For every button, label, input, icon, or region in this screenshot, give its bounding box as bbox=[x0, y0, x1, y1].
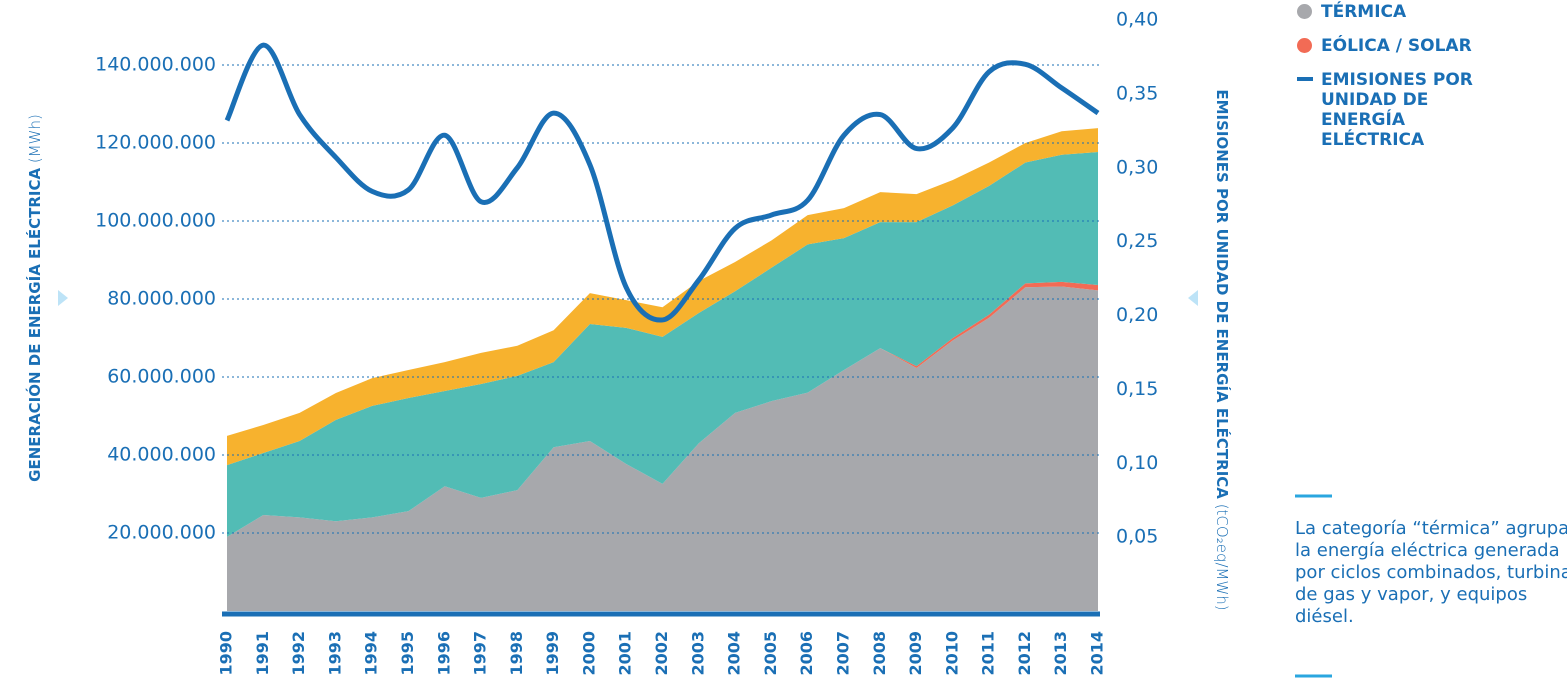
x-tick-label: 2014 bbox=[1088, 631, 1107, 676]
x-tick-label: 2011 bbox=[979, 631, 998, 676]
x-tick-label: 2009 bbox=[906, 631, 925, 676]
area bbox=[227, 128, 1098, 466]
x-tick-label: 2007 bbox=[833, 631, 852, 676]
x-tick-label: 1990 bbox=[217, 631, 236, 676]
x-tick-label: 2012 bbox=[1015, 631, 1034, 676]
x-tick-label: 2013 bbox=[1051, 631, 1070, 676]
x-tick-label: 1998 bbox=[507, 631, 526, 676]
y-tick-label: 120.000.000 bbox=[95, 132, 216, 154]
y2-tick-label: 0,10 bbox=[1116, 452, 1158, 474]
x-tick-label: 1999 bbox=[543, 631, 562, 676]
y-tick-label: 80.000.000 bbox=[107, 288, 216, 310]
legend: TÉRMICA EÓLICA / SOLAR EMISIONES POR UNIDA… bbox=[1297, 2, 1497, 164]
y2-tick-label: 0,40 bbox=[1116, 9, 1158, 31]
area bbox=[227, 151, 1098, 537]
x-tick-label: 1994 bbox=[362, 631, 381, 676]
y2-tick-label: 0,15 bbox=[1116, 378, 1158, 400]
x-tick-label: 1991 bbox=[253, 631, 272, 676]
line bbox=[224, 42, 1100, 323]
x-tick-label: 2008 bbox=[870, 631, 889, 676]
y2-tick-label: 0,35 bbox=[1116, 82, 1158, 104]
legend-swatch bbox=[1297, 4, 1312, 19]
y2-tick-label: 0,25 bbox=[1116, 230, 1158, 252]
x-tick-label: 1997 bbox=[471, 631, 490, 676]
y-unit: (MWh) bbox=[26, 114, 44, 163]
note: La categoría “térmica” agrupa la energía… bbox=[1295, 518, 1567, 627]
x-tick-label: 2001 bbox=[616, 631, 635, 676]
legend-swatch bbox=[1297, 38, 1312, 53]
legend-item: TÉRMICA bbox=[1297, 2, 1497, 22]
x-tick-label: 2005 bbox=[761, 631, 780, 676]
arrow bbox=[58, 290, 68, 306]
legend-label: TÉRMICA bbox=[1321, 2, 1407, 22]
arrow bbox=[1188, 290, 1198, 306]
x-tick-label: 1992 bbox=[289, 631, 308, 676]
y-axis-title: GENERACIÓN DE ENERGÍA ELÉCTRICA (MWh) bbox=[25, 114, 44, 482]
y-tick-label: 20.000.000 bbox=[107, 522, 216, 544]
x-tick-label: 2003 bbox=[688, 631, 707, 676]
y-tick-label: 60.000.000 bbox=[107, 366, 216, 388]
y2-axis-title: EMISIONES POR UNIDAD DE ENERGÍA ELÉCTRIC… bbox=[1214, 89, 1233, 610]
legend-swatch bbox=[1297, 77, 1313, 81]
areas bbox=[227, 128, 1098, 611]
y-tick-label: 40.000.000 bbox=[107, 444, 216, 466]
x-tick-label: 2000 bbox=[579, 631, 598, 676]
x-tick-label: 2004 bbox=[725, 631, 744, 676]
y2-tick-label: 0,05 bbox=[1116, 526, 1158, 548]
x-tick-label: 2006 bbox=[797, 631, 816, 676]
y-tick-label: 140.000.000 bbox=[95, 54, 216, 76]
y2-unit: (tCO₂eq/MWh) bbox=[1214, 504, 1232, 611]
y-label: GENERACIÓN DE ENERGÍA ELÉCTRICA bbox=[25, 168, 44, 482]
area bbox=[227, 286, 1098, 611]
legend-label: EMISIONES POR UNIDAD DE ENERGÍA ELÉCTRIC… bbox=[1321, 70, 1473, 150]
x-tick-label: 2002 bbox=[652, 631, 671, 676]
x-tick-label: 1993 bbox=[325, 631, 344, 676]
grid bbox=[222, 64, 1100, 534]
legend-item: EÓLICA / SOLAR bbox=[1297, 36, 1497, 56]
legend-item: EMISIONES POR UNIDAD DE ENERGÍA ELÉCTRIC… bbox=[1297, 70, 1497, 150]
y2-tick-label: 0,30 bbox=[1116, 156, 1158, 178]
x-tick-label: 1995 bbox=[398, 631, 417, 676]
x-tick-label: 2010 bbox=[942, 631, 961, 676]
y2-label: EMISIONES POR UNIDAD DE ENERGÍA ELÉCTRIC… bbox=[1214, 89, 1233, 499]
y-tick-label: 100.000.000 bbox=[95, 210, 216, 232]
x-tick-label: 1996 bbox=[434, 631, 453, 676]
y2-tick-label: 0,20 bbox=[1116, 304, 1158, 326]
legend-label: EÓLICA / SOLAR bbox=[1321, 36, 1472, 56]
